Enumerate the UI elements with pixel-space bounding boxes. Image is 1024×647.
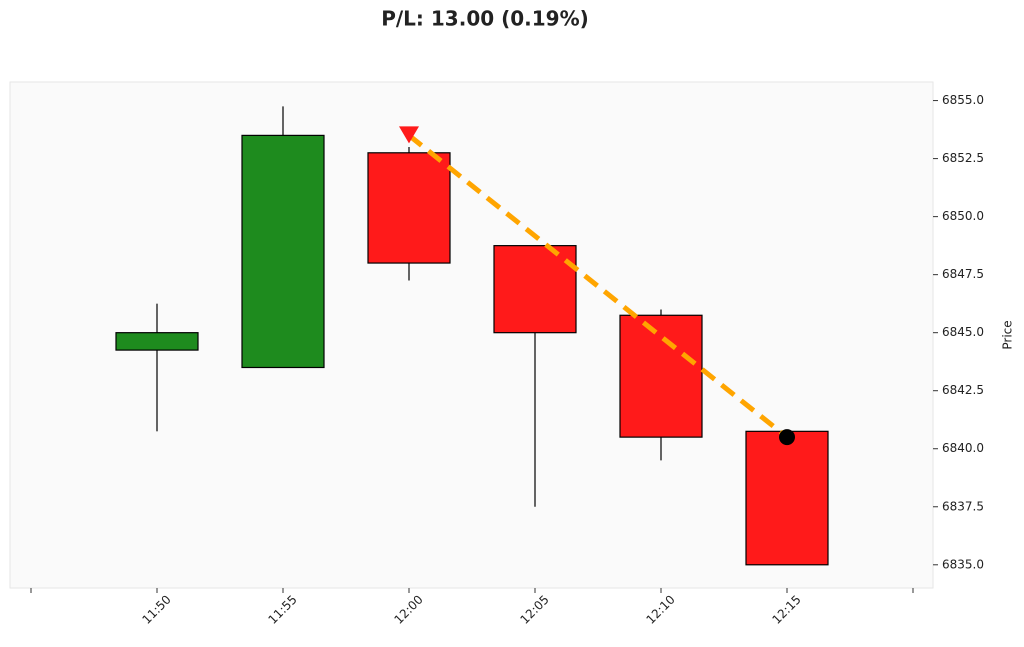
trade-line bbox=[407, 133, 789, 440]
y-tick-label: 6835.0 bbox=[942, 557, 984, 571]
y-axis-label: Price bbox=[1001, 320, 1015, 349]
candle-body bbox=[115, 332, 199, 351]
x-tick-label: 12:00 bbox=[391, 592, 425, 626]
x-tick-label: 11:55 bbox=[265, 592, 299, 626]
entry-marker bbox=[399, 126, 419, 144]
candle-body bbox=[493, 245, 577, 334]
y-tick-label: 6837.5 bbox=[942, 499, 984, 513]
x-tick-label: 12:10 bbox=[643, 592, 677, 626]
candle-body bbox=[745, 430, 829, 566]
y-tick-label: 6855.0 bbox=[942, 93, 984, 107]
x-tick-label: 12:15 bbox=[769, 592, 803, 626]
y-tick-label: 6852.5 bbox=[942, 151, 984, 165]
x-tick-label: 11:50 bbox=[139, 592, 173, 626]
candle-body bbox=[619, 314, 703, 438]
y-tick-label: 6840.0 bbox=[942, 441, 984, 455]
candle-body bbox=[367, 152, 451, 264]
chart-title: P/L: 13.00 (0.19%) bbox=[381, 7, 589, 31]
candle-body bbox=[241, 134, 325, 369]
y-tick-label: 6847.5 bbox=[942, 267, 984, 281]
y-tick-label: 6850.0 bbox=[942, 209, 984, 223]
y-tick-label: 6842.5 bbox=[942, 383, 984, 397]
y-tick-label: 6845.0 bbox=[942, 325, 984, 339]
exit-marker bbox=[779, 429, 795, 446]
x-tick-label: 12:05 bbox=[517, 592, 551, 626]
